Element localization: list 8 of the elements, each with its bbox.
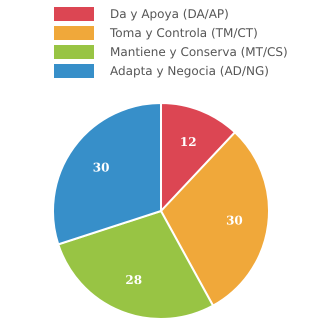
data-label: 28 xyxy=(125,272,142,287)
data-label: 30 xyxy=(226,213,243,228)
data-label: 12 xyxy=(180,135,197,150)
legend-label: Mantiene y Conserva (MT/CS) xyxy=(110,45,288,59)
legend-label: Adapta y Negocia (AD/NG) xyxy=(110,64,269,78)
legend-label: Da y Apoya (DA/AP) xyxy=(110,7,229,21)
legend-label: Toma y Controla (TM/CT) xyxy=(109,26,258,40)
data-label: 30 xyxy=(92,160,110,175)
